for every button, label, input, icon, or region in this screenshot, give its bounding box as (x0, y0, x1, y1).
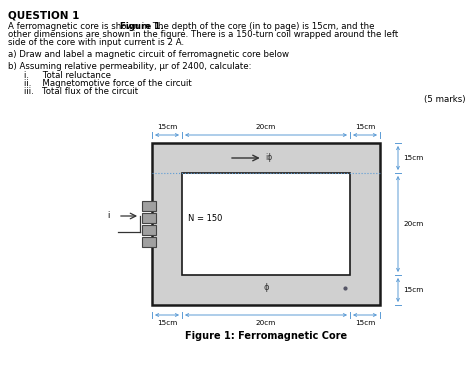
Text: iii.   Total flux of the circuit: iii. Total flux of the circuit (24, 87, 138, 96)
Text: a) Draw and label a magnetic circuit of ferromagnetic core below: a) Draw and label a magnetic circuit of … (8, 50, 289, 59)
Text: other dimensions are shown in the figure. There is a 150-turn coil wrapped aroun: other dimensions are shown in the figure… (8, 30, 398, 39)
Text: 20cm: 20cm (256, 124, 276, 130)
Text: b) Assuming relative permeability, μr of 2400, calculate:: b) Assuming relative permeability, μr of… (8, 62, 252, 71)
Text: 15cm: 15cm (157, 124, 177, 130)
Text: side of the core with input current is 2 A.: side of the core with input current is 2… (8, 38, 184, 47)
Bar (142, 237, 156, 247)
Text: N = 150: N = 150 (188, 215, 222, 224)
Text: 20cm: 20cm (256, 320, 276, 326)
Bar (182, 173, 350, 275)
Text: A ferromagnetic core is shown in: A ferromagnetic core is shown in (8, 22, 152, 31)
Text: The depth of the core (in to page) is 15cm, and the: The depth of the core (in to page) is 15… (150, 22, 374, 31)
Text: 15cm: 15cm (403, 155, 423, 161)
Text: 15cm: 15cm (355, 124, 375, 130)
Text: 15cm: 15cm (157, 320, 177, 326)
Bar (142, 225, 156, 235)
Text: Figure 1.: Figure 1. (119, 22, 163, 31)
Text: 20cm: 20cm (403, 221, 423, 227)
Text: (5 marks): (5 marks) (425, 95, 466, 104)
Text: i: i (107, 211, 109, 221)
Text: 15cm: 15cm (355, 320, 375, 326)
Bar (142, 201, 156, 211)
Bar (152, 143, 380, 305)
Text: iϕ: iϕ (265, 153, 273, 162)
Text: Figure 1: Ferromagnetic Core: Figure 1: Ferromagnetic Core (185, 331, 347, 341)
Text: 15cm: 15cm (403, 287, 423, 293)
Text: i.     Total reluctance: i. Total reluctance (24, 71, 111, 80)
Text: ϕ: ϕ (263, 284, 269, 293)
Text: QUESTION 1: QUESTION 1 (8, 10, 79, 20)
Bar (142, 213, 156, 223)
Text: ii.    Magnetomotive force of the circuit: ii. Magnetomotive force of the circuit (24, 79, 192, 88)
